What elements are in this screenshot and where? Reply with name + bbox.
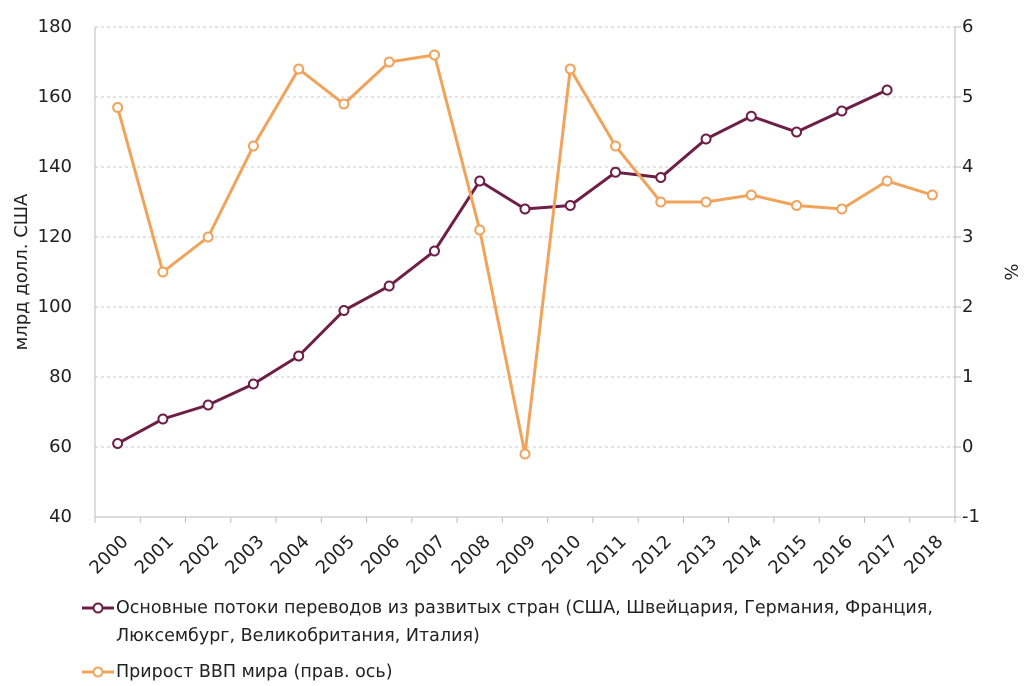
x-tick-label: 2010 [538,531,585,578]
legend-swatch [82,602,114,614]
point [338,98,350,110]
x-tick-label: 2018 [900,531,947,578]
x-tick-label: 2003 [221,531,268,578]
point [202,399,214,411]
y-tick-label: 180 [38,16,72,37]
point [338,305,350,316]
point [293,350,305,362]
legend-label: Основные потоки переводов из развитых ст… [116,598,933,646]
point [610,140,622,152]
point [745,110,757,122]
point [836,203,848,215]
y-tick-label: 140 [38,156,72,177]
point [700,196,712,208]
x-tick-label: 2009 [493,531,540,578]
legend-entry: Прирост ВВП мира (прав. ось) [80,658,980,686]
y2-tick-label: -1 [962,506,980,527]
point [881,175,893,187]
y2-tick-label: 0 [962,436,973,457]
point [700,133,712,145]
point [157,413,169,425]
x-tick-label: 2001 [131,531,178,578]
point [202,231,214,243]
point [112,438,124,449]
y2-tick-label: 1 [962,366,973,387]
legend: Основные потоки переводов из развитых ст… [80,594,980,686]
point [881,84,893,96]
x-tick-label: 2015 [764,531,811,578]
series-line [116,88,888,445]
point [383,56,395,68]
point [519,203,531,215]
plot: млрд долл. США % 406080100120140160180-1… [11,16,1021,578]
y-tick-label: 160 [38,86,72,107]
y2-tick-label: 4 [962,156,973,177]
legend-swatch [82,666,114,678]
point [247,378,259,390]
x-tick-label: 2004 [267,531,314,578]
point [383,280,395,292]
x-tick-label: 2011 [583,531,630,578]
point [112,102,124,113]
point [519,448,531,460]
point [474,175,486,187]
point [293,63,305,75]
x-tick-label: 2006 [357,531,404,578]
point [745,189,757,201]
point [926,189,938,201]
y-tick-label: 40 [49,506,72,527]
x-tick-label: 2002 [176,531,223,578]
series-line [116,53,933,455]
point [247,140,259,152]
point [474,224,486,236]
y-tick-label: 60 [49,436,72,457]
y-axis-label: млрд долл. США [11,193,32,350]
y2-tick-label: 2 [962,296,973,317]
y2-tick-label: 3 [962,226,973,247]
y2-axis-label: % [1000,263,1021,280]
point [428,49,440,61]
x-tick-label: 2017 [855,531,902,578]
x-tick-label: 2007 [402,531,449,578]
x-tick-label: 2013 [674,531,721,578]
x-tick-label: 2008 [448,531,495,578]
legend-label: Прирост ВВП мира (прав. ось) [116,662,393,682]
point [428,245,440,257]
y-tick-label: 100 [38,296,72,317]
point [610,166,622,178]
y2-tick-label: 6 [962,16,973,37]
point [564,200,576,211]
legend-entry: Основные потоки переводов из развитых ст… [80,594,980,650]
point [564,63,576,75]
point [655,196,667,208]
point [836,105,848,117]
point [655,172,667,183]
x-tick-label: 2016 [810,531,857,578]
point [791,126,803,138]
point [791,200,803,211]
x-tick-label: 2012 [629,531,676,578]
legend-marker [92,666,104,678]
x-tick-label: 2014 [719,531,766,578]
x-tick-label: 2005 [312,531,359,578]
legend-marker [92,602,104,614]
y-tick-label: 120 [38,226,72,247]
y-tick-label: 80 [49,366,72,387]
point [157,266,169,278]
x-tick-label: 2000 [85,531,132,578]
y2-tick-label: 5 [962,86,973,107]
